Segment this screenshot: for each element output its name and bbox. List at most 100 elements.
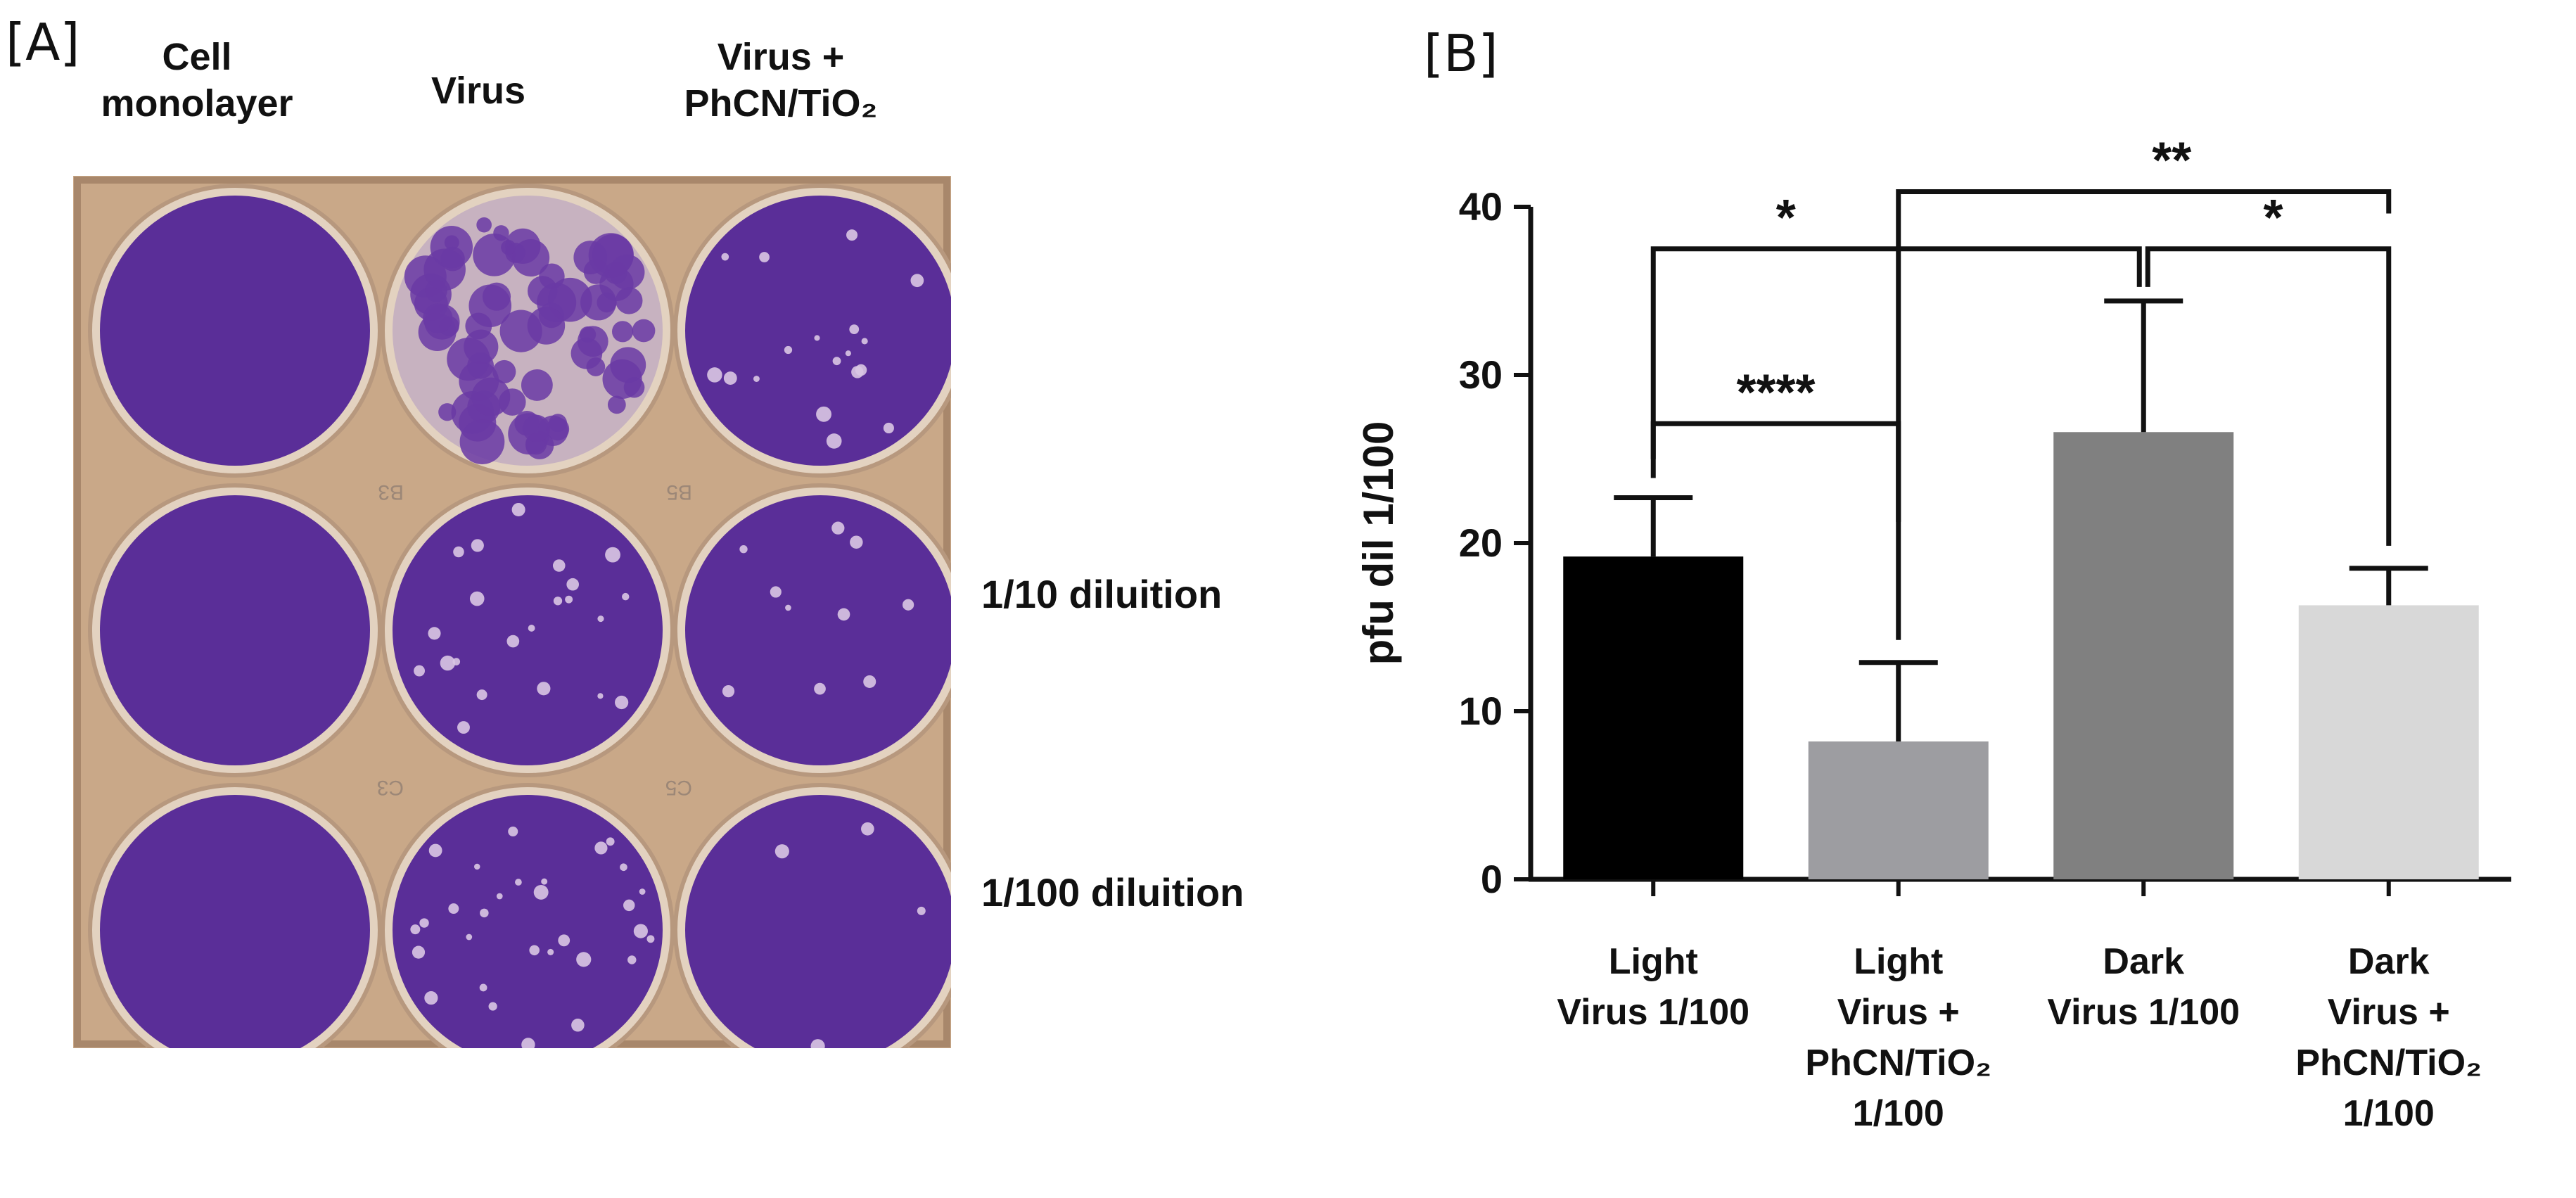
stain-patch xyxy=(423,248,466,291)
stain-patch xyxy=(597,292,617,313)
plaque xyxy=(419,918,429,928)
plaque xyxy=(469,591,485,606)
well-code: C3 xyxy=(377,776,404,799)
plaque xyxy=(541,878,548,885)
x-tick-label-line: PhCN/TiO₂ xyxy=(1805,1043,1991,1083)
stain-patch xyxy=(476,217,492,233)
stain-patch xyxy=(546,417,570,441)
bar xyxy=(1808,741,1989,879)
y-tick-label: 20 xyxy=(1459,521,1503,565)
plaque xyxy=(471,539,484,552)
stain-patch xyxy=(583,259,609,284)
plaque xyxy=(883,422,894,434)
plaque xyxy=(428,843,442,858)
plaque xyxy=(917,906,926,915)
stain-patch xyxy=(468,284,512,328)
plaque xyxy=(770,586,782,598)
plaque xyxy=(784,345,793,355)
x-tick-label-line: 1/100 xyxy=(1853,1093,1944,1134)
plaque xyxy=(785,604,791,611)
column-header-virus-phcn: Virus + PhCN/TiO₂ xyxy=(633,34,929,127)
plaque xyxy=(639,888,646,895)
bracket-line xyxy=(2145,246,2392,546)
plaque xyxy=(753,376,760,382)
stain-patch xyxy=(616,287,643,314)
x-tick-label-line: Dark xyxy=(2348,941,2430,982)
plaque xyxy=(479,983,487,992)
plaque xyxy=(615,695,629,710)
plaque xyxy=(837,608,850,621)
plaque xyxy=(594,841,608,855)
plaque xyxy=(850,535,863,549)
column-header-line: Virus xyxy=(431,70,526,112)
stain-patch xyxy=(523,414,550,442)
well-stain xyxy=(685,196,955,466)
x-tick-label: Light Virus + PhCN/TiO₂ 1/100 xyxy=(1805,941,1991,1134)
plaque xyxy=(816,406,831,422)
x-tick-label-line: PhCN/TiO₂ xyxy=(2295,1043,2482,1083)
plaque xyxy=(440,655,456,671)
well-code: B3 xyxy=(378,480,404,504)
plaque xyxy=(721,253,729,261)
stain-patch xyxy=(548,277,592,322)
well-code: B5 xyxy=(666,480,692,504)
x-tick-label-line: Light xyxy=(1609,941,1698,982)
y-tick-label: 30 xyxy=(1459,352,1503,397)
x-tick-label-line: Virus + xyxy=(1837,992,1960,1033)
plate-well xyxy=(381,783,675,1077)
plaque xyxy=(466,933,473,941)
well-stain xyxy=(100,795,370,1065)
well-stain xyxy=(685,795,955,1065)
plaque xyxy=(826,433,842,449)
plaque xyxy=(855,364,867,376)
stain-patch xyxy=(459,419,505,464)
column-header-cell-monolayer: Cell monolayer xyxy=(70,34,324,127)
significance-bracket: * xyxy=(2145,190,2392,546)
plaque xyxy=(861,338,868,345)
plaque xyxy=(620,863,627,872)
stain-patch xyxy=(609,254,645,290)
plaque xyxy=(863,675,876,688)
plate-well xyxy=(381,483,675,777)
plaque xyxy=(902,599,914,611)
plaque xyxy=(414,665,426,677)
well-stain xyxy=(393,795,663,1065)
panel-b-label: [B] xyxy=(1424,24,1498,83)
x-tick-label-line: Light xyxy=(1854,941,1943,982)
plate-well xyxy=(673,783,967,1077)
significance-label: ** xyxy=(2152,132,2191,189)
plaque xyxy=(529,945,540,956)
bar xyxy=(1563,556,1744,879)
stain-patch xyxy=(464,329,499,364)
column-header-line: Virus + xyxy=(717,36,845,78)
bar-chart: 0 10 20 30 40 pfu dil 1/100 Light Virus 1/100 Li… xyxy=(1308,106,2568,1189)
column-header-line: PhCN/TiO₂ xyxy=(684,82,878,125)
significance-bracket: ** xyxy=(1896,132,2392,522)
plaque xyxy=(759,252,770,262)
plaque xyxy=(627,955,637,964)
stain-patch xyxy=(577,326,608,357)
plaque xyxy=(533,884,549,900)
plaque xyxy=(566,578,580,591)
plaque xyxy=(452,658,461,665)
x-tick-label-line: Dark xyxy=(2103,941,2184,982)
stain-patch xyxy=(632,319,656,343)
plaque xyxy=(552,559,566,572)
stain-patch xyxy=(586,357,606,376)
column-header-line: monolayer xyxy=(101,82,293,125)
plate-well xyxy=(88,483,382,777)
plaque xyxy=(506,635,520,648)
significance-label: **** xyxy=(1736,364,1815,421)
plaque xyxy=(528,625,535,632)
x-tick-label: Light Virus 1/100 xyxy=(1557,941,1749,1033)
y-tick-label: 40 xyxy=(1459,184,1503,229)
significance-label: * xyxy=(2263,190,2283,246)
plate-well xyxy=(673,184,967,478)
plaque xyxy=(576,952,592,967)
plaque xyxy=(774,844,789,859)
plate-well xyxy=(88,184,382,478)
plaque xyxy=(861,822,874,836)
plaque xyxy=(831,521,845,535)
plaque xyxy=(565,595,573,604)
